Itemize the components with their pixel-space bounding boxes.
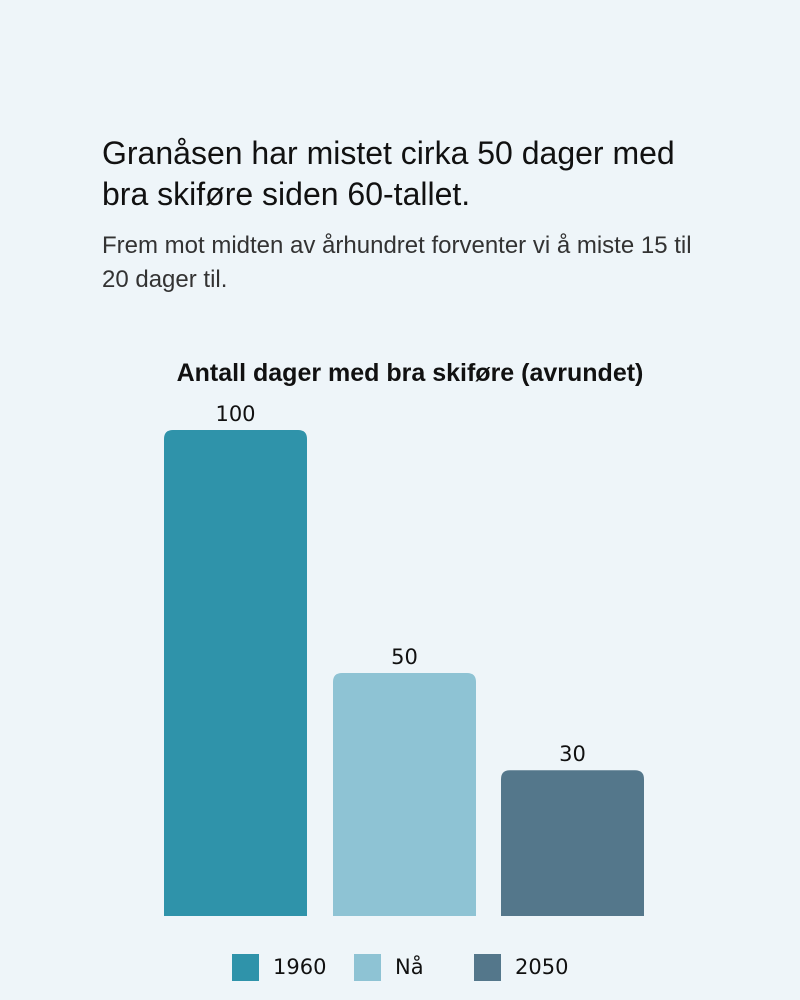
legend-swatch-1960 bbox=[232, 953, 259, 981]
legend-swatch-na bbox=[354, 953, 381, 981]
legend-label-na: Nå bbox=[395, 955, 424, 979]
bar-na bbox=[333, 673, 476, 916]
legend-item-1960: 1960 bbox=[232, 952, 326, 982]
subheadline: Frem mot midten av århundret forventer v… bbox=[102, 232, 692, 293]
headline: Granåsen har mistet cirka 50 dager med b… bbox=[102, 135, 675, 212]
chart-title: Antall dager med bra skiføre (avrundet) bbox=[176, 359, 644, 387]
bars-group: 100 50 30 bbox=[164, 402, 644, 916]
data-label-1960: 100 bbox=[215, 402, 255, 426]
legend-label-1960: 1960 bbox=[273, 955, 327, 979]
legend-item-na: Nå bbox=[354, 952, 424, 982]
bar-chart: 100 50 30 bbox=[164, 402, 644, 916]
legend-swatch-2050 bbox=[474, 953, 501, 981]
legend: 1960 Nå 2050 bbox=[0, 952, 800, 982]
bar-1960 bbox=[164, 430, 307, 916]
legend-label-2050: 2050 bbox=[515, 955, 569, 979]
data-label-2050: 30 bbox=[559, 742, 586, 766]
legend-item-2050: 2050 bbox=[474, 952, 568, 982]
data-label-na: 50 bbox=[391, 645, 418, 669]
bar-2050 bbox=[501, 770, 644, 916]
